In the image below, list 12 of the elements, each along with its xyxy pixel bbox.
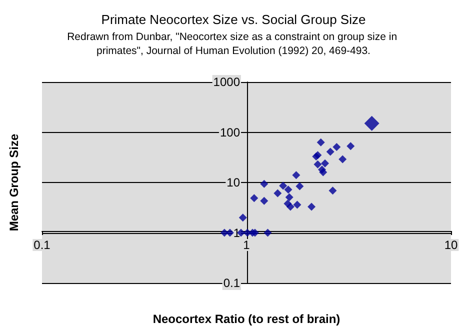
- x-axis-title: Neocortex Ratio (to rest of brain): [152, 312, 340, 326]
- x-tick-label: 0.1: [34, 238, 51, 252]
- y-tick-label: 100: [220, 125, 240, 140]
- y-tick-label: 0.1: [223, 276, 240, 290]
- y-axis-title: Mean Group Size: [7, 134, 21, 232]
- y-tick-label: 10: [226, 176, 240, 190]
- y-tick-label: 1: [233, 226, 240, 240]
- x-tick-label: 1: [243, 238, 250, 252]
- chart-subtitle: Redrawn from Dunbar, "Neocortex size as a constraint on group size in primates", Journal of Human Evolution (1992) 20, 469-493.: [67, 31, 400, 57]
- x-tick-label: 10: [444, 238, 458, 252]
- y-tick-label: 1000: [213, 75, 240, 89]
- chart-title: Primate Neocortex Size vs. Social Group Size: [101, 12, 366, 27]
